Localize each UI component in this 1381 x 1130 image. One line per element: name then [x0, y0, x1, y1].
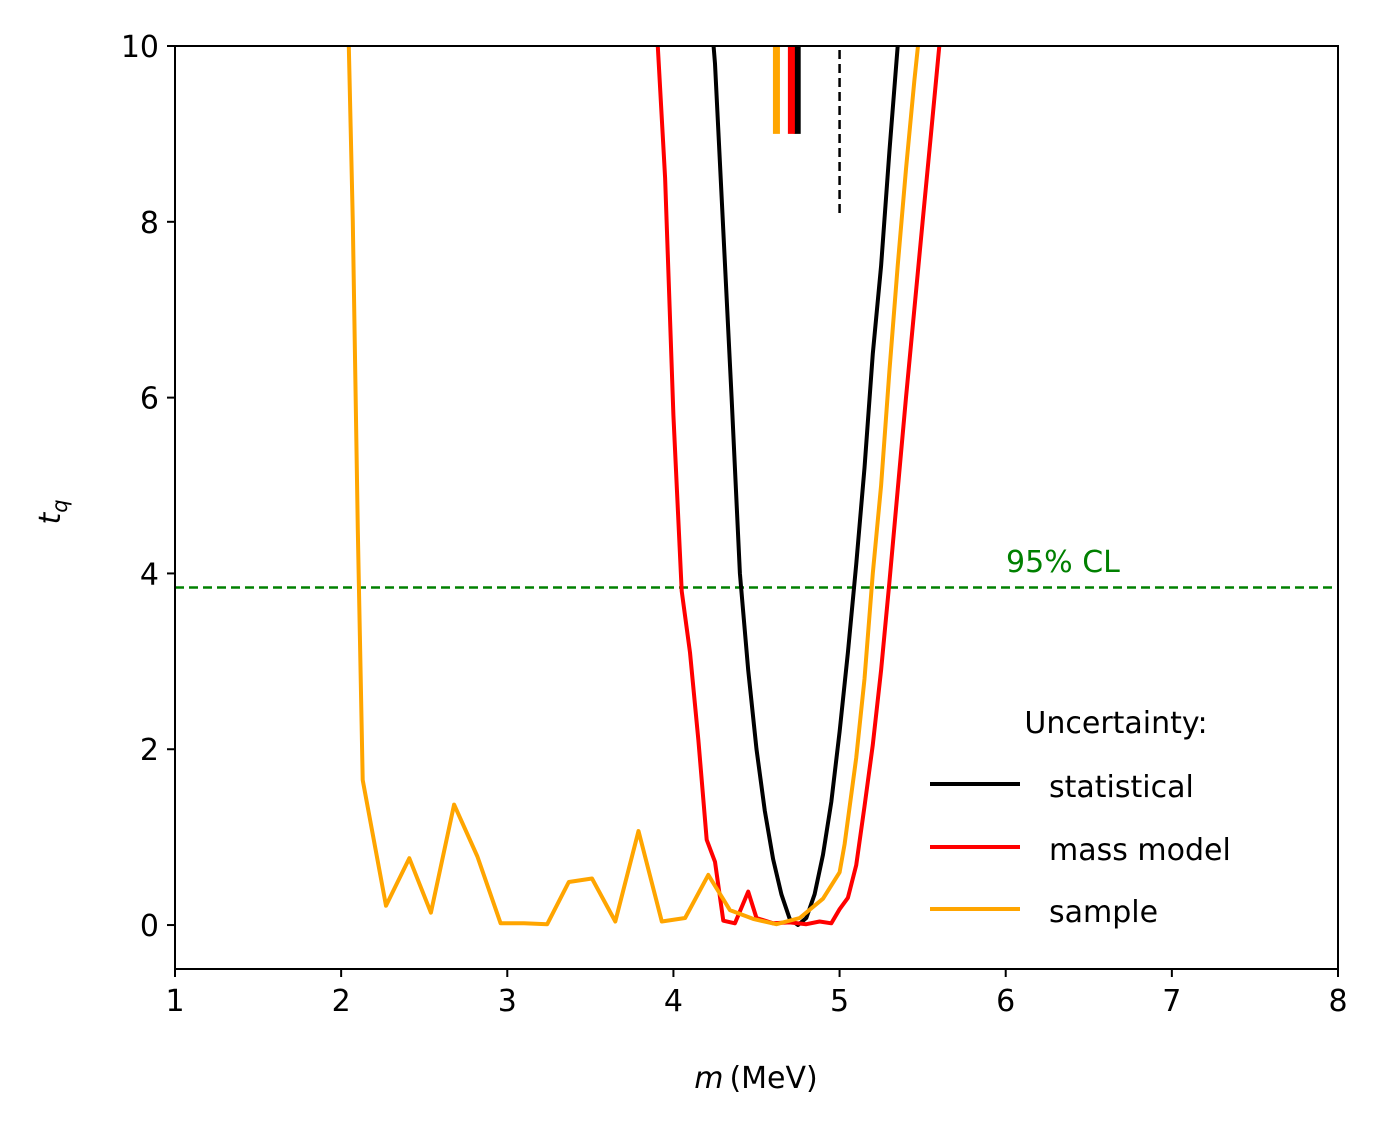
x-axis-label: m (MeV)	[694, 1061, 818, 1096]
x-tick-label: 2	[332, 984, 351, 1019]
cl-annotation: 95% CL	[1006, 545, 1120, 580]
x-tick-label: 5	[830, 984, 849, 1019]
y-tick-label: 10	[121, 30, 159, 65]
x-tick-label: 3	[498, 984, 517, 1019]
series-line-statistical	[711, 46, 900, 927]
x-axis-label-unit: (MeV)	[729, 1061, 817, 1096]
reference-lines	[175, 46, 1338, 589]
x-tick-label: 4	[664, 984, 683, 1019]
series-lines	[346, 46, 942, 927]
y-tick-label: 8	[140, 206, 159, 241]
legend-label-sample: sample	[1049, 895, 1158, 930]
x-tick-label: 1	[165, 984, 184, 1019]
y-axis-label-sub: q	[48, 499, 72, 512]
y-axis-ticks: 0 2 4 6 8 10	[121, 30, 175, 944]
series-line-mass-model	[655, 46, 942, 927]
x-tick-label: 7	[1162, 984, 1181, 1019]
legend-entry-statistical: statistical	[930, 770, 1194, 805]
legend: Uncertainty: statistical mass model samp…	[930, 706, 1231, 930]
y-axis-label: tq	[33, 499, 72, 524]
legend-label-statistical: statistical	[1049, 770, 1194, 805]
y-axis-label-var: t	[33, 512, 68, 525]
plot-frame	[174, 45, 1339, 970]
x-tick-label: 8	[1328, 984, 1347, 1019]
legend-entry-sample: sample	[930, 895, 1158, 930]
best-fit-markers	[772, 46, 801, 134]
legend-title: Uncertainty:	[1024, 706, 1207, 741]
x-axis-ticks: 1 2 3 4 5 6 7 8	[165, 969, 1348, 1019]
x-axis-label-var: m	[694, 1061, 723, 1096]
series-line-sample	[346, 46, 920, 927]
legend-entry-mass-model: mass model	[930, 833, 1231, 868]
y-tick-label: 2	[140, 733, 159, 768]
legend-label-mass-model: mass model	[1049, 833, 1231, 868]
y-tick-label: 0	[140, 909, 159, 944]
plot-area	[175, 46, 1338, 969]
y-tick-label: 6	[140, 382, 159, 417]
x-tick-label: 6	[996, 984, 1015, 1019]
y-tick-label: 4	[140, 557, 159, 592]
